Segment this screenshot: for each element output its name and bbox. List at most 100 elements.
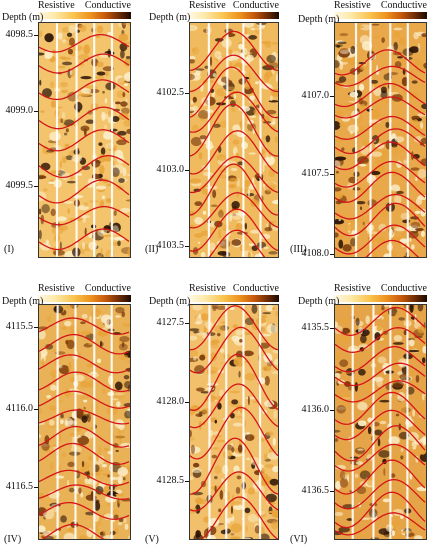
texture-spot [246, 54, 254, 62]
sinusoid-trace [335, 193, 426, 220]
texture-spot [264, 182, 276, 192]
texture-spot [101, 463, 108, 468]
texture-spot [57, 225, 69, 231]
texture-spot [103, 158, 112, 162]
texture-spot [76, 109, 81, 113]
texture-spot [61, 26, 71, 33]
texture-spot [409, 237, 412, 242]
texture-spot [335, 60, 340, 69]
texture-spot [78, 24, 87, 32]
pad-gap-stripe [406, 305, 409, 539]
texture-spot [233, 500, 241, 506]
texture-spot [217, 235, 222, 238]
depth-tick-label: 4128.0 [156, 396, 185, 407]
texture-spot [245, 525, 248, 533]
texture-spot [214, 465, 222, 474]
texture-spot [117, 475, 123, 485]
texture-spot [415, 344, 424, 352]
texture-spot [258, 533, 270, 539]
texture-spot [339, 470, 346, 480]
sinusoid-trace [190, 66, 278, 119]
depth-tick [330, 174, 334, 175]
texture-spot [416, 418, 421, 428]
texture-spot [274, 136, 278, 144]
texture-spot [359, 24, 372, 31]
texture-spot [231, 212, 243, 220]
sinusoid-trace [39, 33, 130, 53]
texture-spot [391, 529, 395, 537]
texture-spot [264, 463, 274, 469]
texture-spot [341, 327, 351, 334]
sinusoid-trace [190, 163, 278, 216]
texture-spot [81, 87, 92, 94]
texture-spot [120, 101, 128, 107]
texture-spot [123, 83, 129, 87]
texture-spot [262, 365, 272, 372]
texture-spot [99, 340, 102, 348]
texture-spot [360, 334, 367, 344]
texture-spot [227, 517, 231, 524]
sinusoid-trace [190, 54, 278, 93]
texture-spot [371, 151, 383, 157]
texture-spot [39, 79, 42, 86]
texture-spot [69, 74, 75, 77]
texture-spot [380, 125, 384, 129]
legend-conductive-label: Conductive [232, 283, 279, 294]
texture-spot [393, 27, 403, 31]
texture-spot [230, 505, 234, 515]
legend-conductive-label: Conductive [84, 283, 131, 294]
texture-spot [190, 335, 198, 341]
texture-spot [247, 513, 259, 523]
texture-spot [117, 467, 129, 477]
sinusoid-traces [39, 317, 130, 539]
sinusoid-trace [39, 354, 130, 374]
texture-spot [247, 188, 251, 197]
texture-spot [41, 203, 50, 214]
texture-spot [355, 317, 360, 327]
texture-spot [39, 30, 43, 38]
texture-spot [249, 115, 257, 118]
borehole-image-svg [39, 23, 130, 257]
texture-spot [359, 62, 369, 71]
sinusoid-trace [335, 391, 426, 425]
texture-spot [271, 69, 275, 75]
panel-label: (I) [4, 244, 14, 255]
texture-spot [377, 356, 387, 364]
texture-spot [354, 447, 366, 455]
texture-spot [190, 73, 195, 81]
texture-spot [216, 439, 226, 443]
texture-spot [39, 407, 43, 414]
pad-gaps [55, 23, 114, 257]
depth-tick [34, 186, 38, 187]
texture-spot [248, 152, 257, 155]
sinusoid-trace [190, 496, 278, 539]
texture-spot [94, 76, 105, 80]
texture-spot [96, 71, 106, 76]
texture-spot [81, 415, 88, 423]
texture-spot [102, 387, 107, 395]
texture-spot [105, 71, 109, 77]
texture-spot [385, 121, 390, 129]
texture-spot [268, 222, 271, 231]
texture-spot [387, 347, 396, 352]
sinusoid-trace [335, 380, 426, 403]
texture-spot [58, 364, 70, 375]
texture-spot [394, 194, 402, 205]
legend-conductive-label: Conductive [84, 0, 131, 11]
texture-spot [192, 96, 197, 103]
texture-spot [408, 339, 415, 347]
pad-gap-stripe [225, 305, 228, 539]
texture-spot [359, 188, 364, 191]
sinusoid-trace [190, 103, 278, 157]
texture-spot [236, 475, 242, 480]
sinusoid-trace [190, 156, 278, 194]
depth-tick [34, 35, 38, 36]
depth-tick [185, 170, 189, 171]
texture-spot [103, 447, 109, 451]
depth-tick-label: 4135.5 [301, 322, 330, 333]
legend-5: Resistive Conductive [189, 283, 279, 305]
texture-spot [118, 178, 125, 184]
sinusoid-trace [335, 478, 426, 510]
legend-conductive-label: Conductive [380, 283, 427, 294]
texture-spot [377, 236, 386, 245]
